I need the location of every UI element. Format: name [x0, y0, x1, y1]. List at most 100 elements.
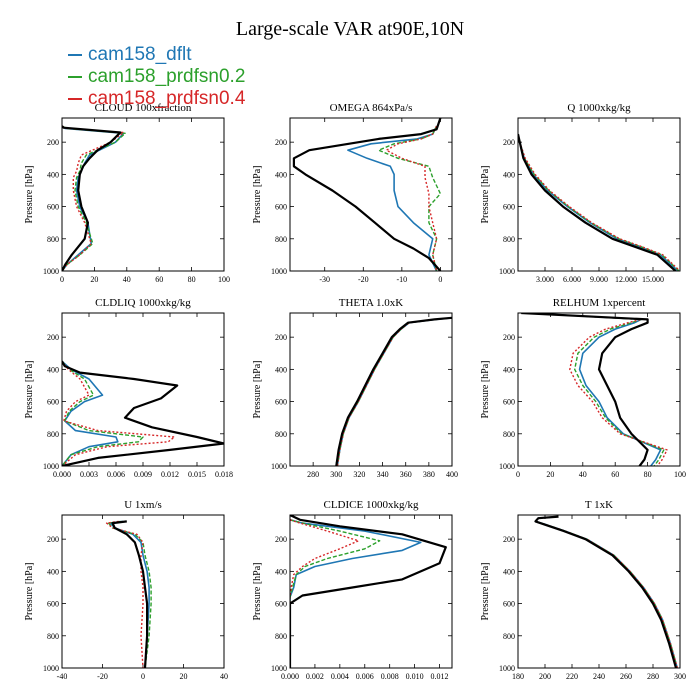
- x-tick-label: 15.000: [642, 275, 664, 284]
- series-line-control: [534, 515, 678, 668]
- y-tick-label: 400: [275, 170, 287, 179]
- y-axis-label: Pressure [hPa]: [252, 165, 263, 223]
- y-tick-label: 1000: [43, 267, 59, 276]
- x-tick-label: -20: [358, 275, 369, 284]
- series-line-cam158_prdfsn0.4: [105, 520, 144, 668]
- y-tick-label: 200: [47, 535, 59, 544]
- y-axis-label: Pressure [hPa]: [480, 360, 491, 418]
- series-line-control: [518, 133, 677, 271]
- panel-5: THETA 1.0xK Pressure [hPa] 280 300 320 340 360…: [252, 297, 458, 479]
- y-tick-label: 800: [47, 632, 59, 641]
- y-tick-label: 400: [275, 567, 287, 576]
- x-tick-label: 0.000: [53, 470, 71, 479]
- x-tick-label: 400: [446, 470, 458, 479]
- plot-frame: [289, 312, 453, 467]
- x-tick-label: 320: [353, 470, 365, 479]
- x-tick-label: 3.000: [536, 275, 554, 284]
- panel-title: OMEGA 864xPa/s: [330, 102, 413, 114]
- y-tick-label: 400: [47, 365, 59, 374]
- x-tick-label: 280: [647, 672, 659, 681]
- x-tick-label: 20: [90, 275, 98, 284]
- x-tick-label: 0.012: [431, 672, 449, 681]
- y-tick-label: 800: [503, 632, 515, 641]
- x-tick-label: 0: [60, 275, 64, 284]
- legend-label-dflt: cam158_dflt: [88, 44, 192, 65]
- x-tick-label: 0.018: [215, 470, 233, 479]
- y-tick-label: 1000: [271, 462, 287, 471]
- series-line-control: [62, 125, 122, 271]
- y-tick-label: 600: [503, 398, 515, 407]
- y-tick-label: 1000: [499, 267, 515, 276]
- panel-title: T 1xK: [585, 499, 613, 511]
- x-tick-label: 0.012: [161, 470, 179, 479]
- y-tick-label: 400: [503, 365, 515, 374]
- series-line-control: [111, 520, 149, 668]
- x-tick-label: 9.000: [590, 275, 608, 284]
- x-tick-label: 40: [579, 470, 587, 479]
- series-line-cam158_prdfsn0.2: [336, 317, 452, 466]
- y-tick-label: 200: [503, 333, 515, 342]
- x-tick-label: 20: [546, 470, 554, 479]
- x-tick-label: -20: [97, 672, 108, 681]
- plot-frame: [61, 514, 225, 669]
- x-tick-label: 340: [377, 470, 389, 479]
- series-line-cam158_prdfsn0.2: [534, 515, 678, 668]
- series-line-cam158_prdfsn0.2: [107, 520, 152, 668]
- y-tick-label: 1000: [43, 462, 59, 471]
- x-tick-label: 0.006: [356, 672, 374, 681]
- y-tick-label: 400: [503, 170, 515, 179]
- series-line-cam158_prdfsn0.4: [62, 360, 176, 466]
- legend-label-prdfsn0.2: cam158_prdfsn0.2: [88, 66, 246, 87]
- series-line-cam158_dflt: [347, 125, 438, 271]
- x-tick-label: 0.008: [381, 672, 399, 681]
- y-tick-label: 800: [275, 632, 287, 641]
- series-line-cam158_dflt: [534, 515, 679, 668]
- panel-title: Q 1000xkg/kg: [567, 102, 631, 114]
- x-tick-label: -40: [57, 672, 68, 681]
- x-tick-label: 80: [188, 275, 196, 284]
- legend-line-prdfsn0.2: [68, 75, 82, 78]
- series-line-cam158_dflt: [62, 125, 125, 271]
- y-tick-label: 200: [275, 138, 287, 147]
- plot-frame: [289, 514, 453, 669]
- y-tick-label: 1000: [499, 462, 515, 471]
- y-tick-label: 400: [503, 567, 515, 576]
- y-tick-label: 600: [503, 600, 515, 609]
- legend: cam158_dflt cam158_prdfsn0.2 cam158_prdf…: [68, 44, 245, 110]
- y-tick-label: 800: [275, 430, 287, 439]
- series-line-control: [335, 316, 452, 466]
- series-line-cam158_prdfsn0.2: [518, 133, 680, 271]
- x-tick-label: 60: [155, 275, 163, 284]
- panel-title: THETA 1.0xK: [339, 297, 404, 309]
- y-tick-label: 600: [503, 203, 515, 212]
- x-tick-label: 40: [123, 275, 131, 284]
- y-tick-label: 800: [503, 430, 515, 439]
- x-tick-label: 0.000: [281, 672, 299, 681]
- x-tick-label: 300: [674, 672, 686, 681]
- series-line-cam158_prdfsn0.4: [62, 125, 125, 271]
- x-tick-label: 220: [566, 672, 578, 681]
- panel-9: T 1xK Pressure [hPa] 180 200 220 240 260 280 300…: [480, 499, 686, 681]
- y-tick-label: 600: [47, 203, 59, 212]
- panel-3: Q 1000xkg/kg Pressure [hPa] 3.000 6.000 9.00…: [480, 102, 681, 284]
- y-axis-label: Pressure [hPa]: [252, 360, 263, 418]
- y-tick-label: 400: [47, 170, 59, 179]
- y-tick-label: 800: [47, 235, 59, 244]
- x-tick-label: 100: [218, 275, 230, 284]
- x-tick-label: 260: [620, 672, 632, 681]
- series-line-cam158_dflt: [526, 313, 662, 466]
- y-tick-label: 600: [275, 398, 287, 407]
- x-tick-label: 100: [674, 470, 686, 479]
- x-tick-label: 0.002: [306, 672, 324, 681]
- legend-entry-prdfsn0.2: cam158_prdfsn0.2: [68, 66, 245, 88]
- plot-frame: [517, 312, 681, 467]
- series-line-cam158_prdfsn0.4: [290, 519, 360, 668]
- x-tick-label: 0.009: [134, 470, 152, 479]
- panel-title: U 1xm/s: [124, 499, 162, 511]
- y-tick-label: 800: [275, 235, 287, 244]
- y-axis-label: Pressure [hPa]: [24, 165, 35, 223]
- x-tick-label: 380: [423, 470, 435, 479]
- y-tick-label: 400: [275, 365, 287, 374]
- panel-7: U 1xm/s Pressure [hPa] -40 -20 0 20 40 200 400 60…: [24, 499, 228, 681]
- plot-frame: [517, 514, 681, 669]
